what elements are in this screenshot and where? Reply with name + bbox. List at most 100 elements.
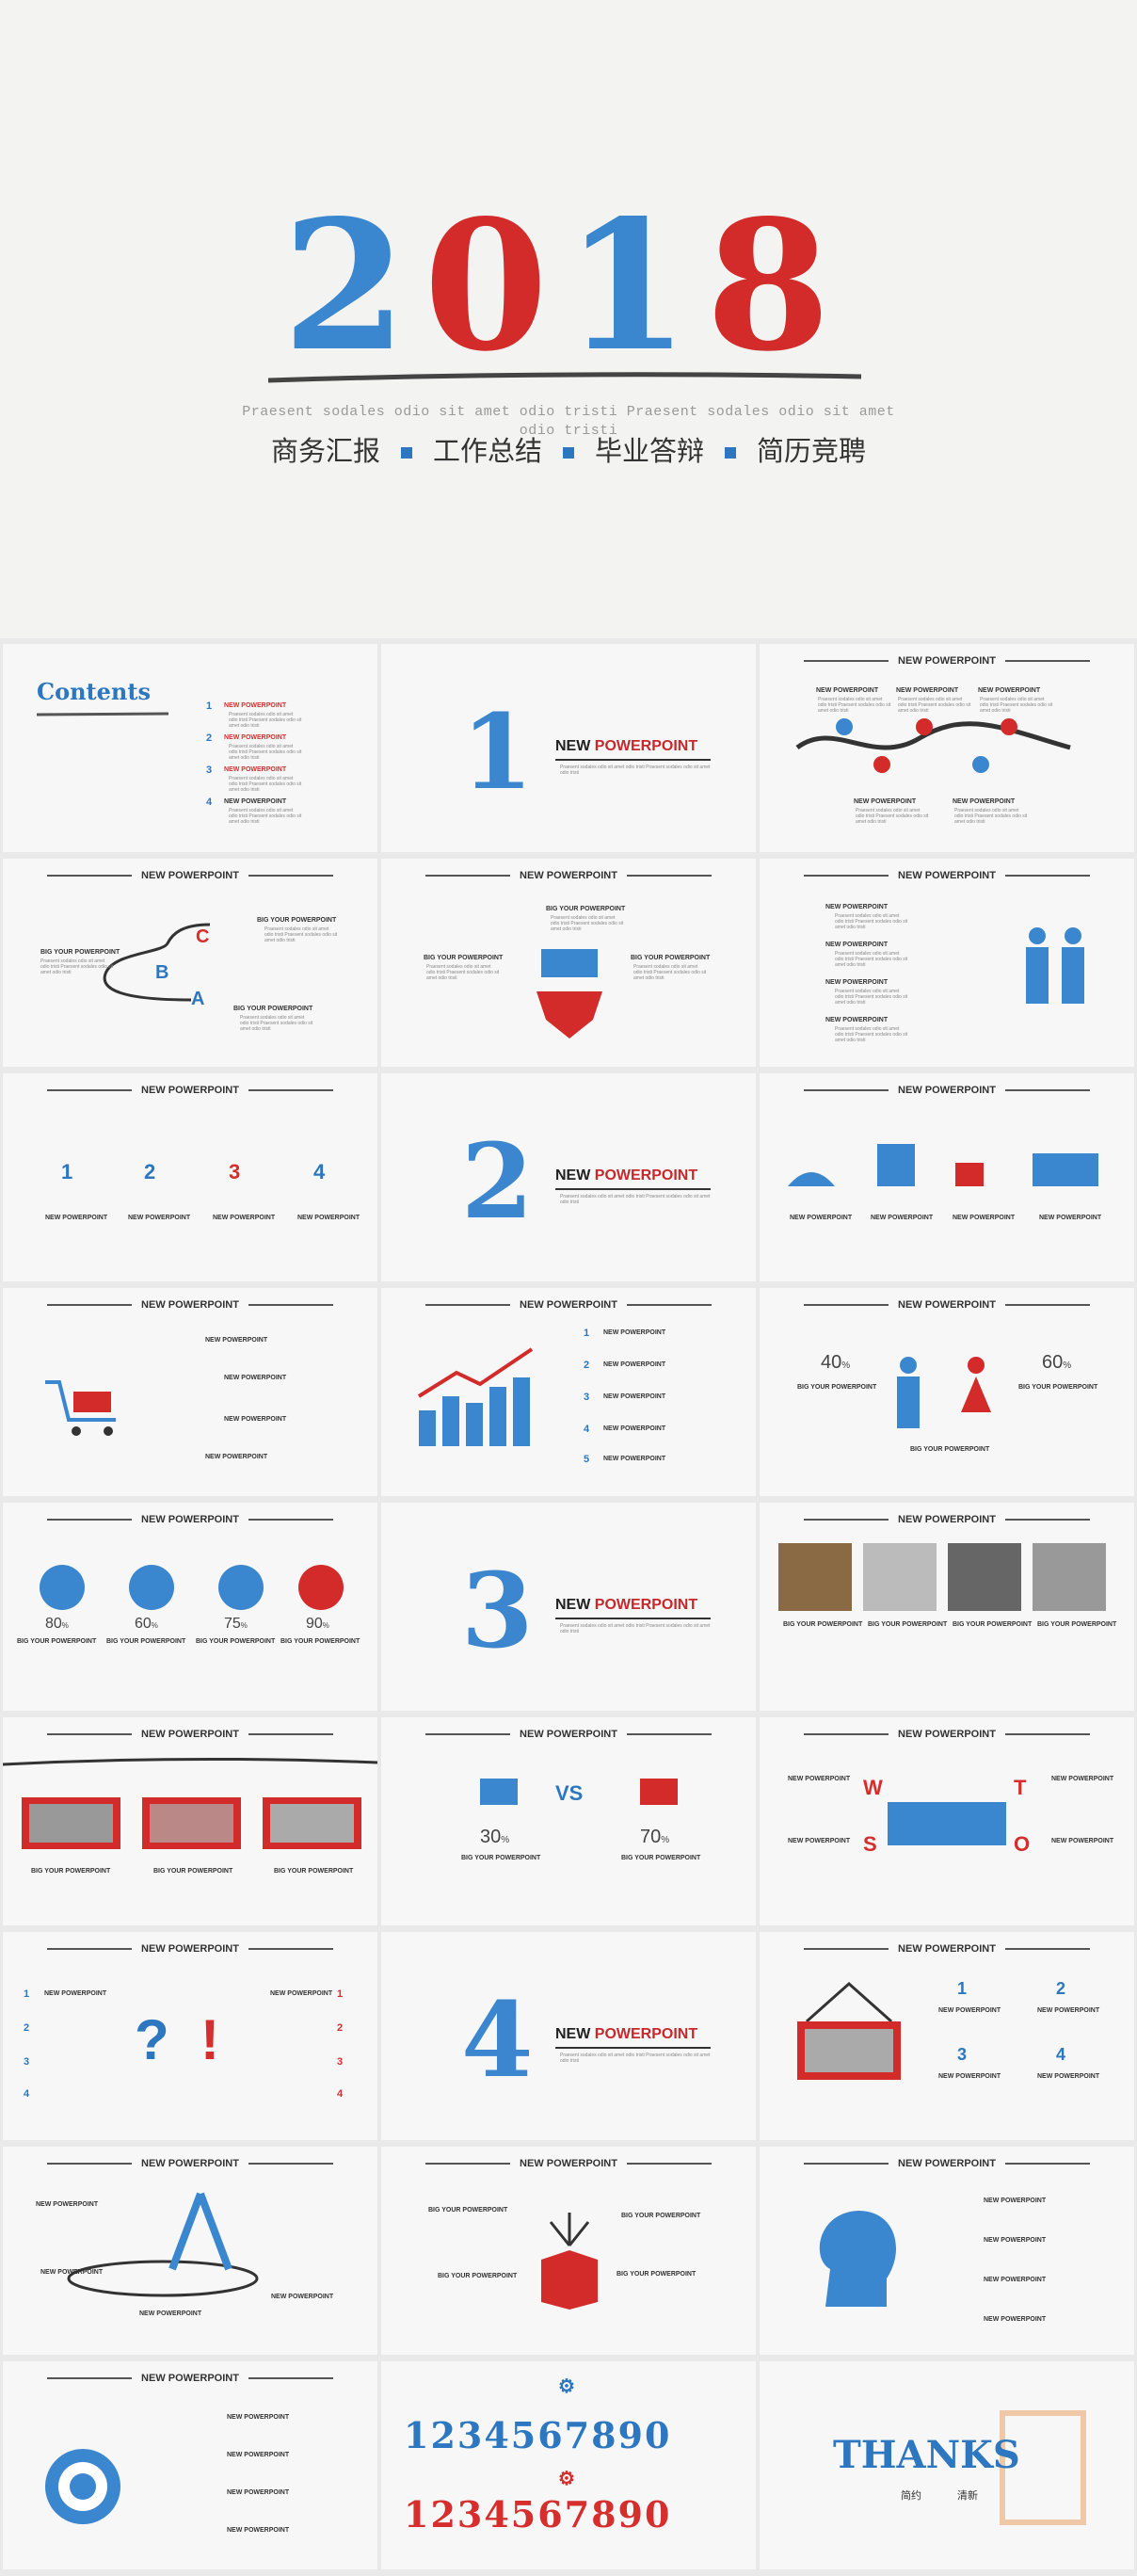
swot-letter: W <box>863 1776 883 1799</box>
cover-slide: 2 0 1 8 Praesent sodales odio sit amet o… <box>0 0 1137 638</box>
contents-num: 3 <box>206 765 213 776</box>
slide-section-3[interactable]: 3 NEW POWERPOINT Praesent sodales odio s… <box>381 1503 756 1711</box>
photo-label: BIG YOUR POWERPOINT <box>953 1621 1033 1628</box>
slide-header: NEW POWERPOINT <box>760 1085 1134 1096</box>
team-text: Praesent sodales odio sit amet odio tris… <box>551 915 624 932</box>
timeline-label: NEW POWERPOINT <box>978 687 1041 694</box>
growth-bars-icon <box>417 1347 534 1446</box>
pair-label: NEW POWERPOINT <box>938 2007 1001 2014</box>
compass-label: NEW POWERPOINT <box>40 2269 104 2276</box>
digits-red: 1234567890 <box>404 2493 672 2536</box>
list-num: 4 <box>584 1424 590 1435</box>
target-label: NEW POWERPOINT <box>227 2527 290 2534</box>
year-digit: 1 <box>565 198 689 367</box>
handshake-label: NEW POWERPOINT <box>825 904 889 910</box>
pct-unit: % <box>661 1835 670 1845</box>
abc-text: Praesent sodales odio sit amet odio tris… <box>240 1015 313 1032</box>
slide-header: NEW POWERPOINT <box>3 1085 377 1096</box>
section-title-a: NEW <box>555 1597 595 1613</box>
year-digit: 2 <box>282 198 407 367</box>
ball-unit: % <box>151 1621 158 1630</box>
slide-team[interactable]: NEW POWERPOINT BIG YOUR POWERPOINT Praes… <box>381 859 756 1067</box>
contents-num: 4 <box>206 797 213 808</box>
slide-gender[interactable]: NEW POWERPOINT 40% 60% BIG YOUR POWERPOI… <box>760 1288 1134 1496</box>
slide-handshake[interactable]: NEW POWERPOINT NEW POWERPOINT Praesent s… <box>760 859 1134 1067</box>
section-number: 1 <box>461 691 534 813</box>
list-label: NEW POWERPOINT <box>603 1361 666 1368</box>
section-rule <box>555 2047 711 2049</box>
slide-header: NEW POWERPOINT <box>381 1299 756 1311</box>
pct-value: 60 <box>1042 1352 1064 1373</box>
ball-num: 90 <box>306 1616 323 1632</box>
hanging-frames <box>3 1757 377 1849</box>
slide-cart[interactable]: NEW POWERPOINT NEW POWERPOINT NEW POWERP… <box>3 1288 377 1496</box>
swot-label: NEW POWERPOINT <box>788 1838 851 1844</box>
swot-label: NEW POWERPOINT <box>788 1776 851 1782</box>
buildings-label: NEW POWERPOINT <box>953 1215 1016 1221</box>
section-text: Praesent sodales odio sit amet odio tris… <box>560 1194 711 1205</box>
slide-section-1[interactable]: 1 NEW POWERPOINT Praesent sodales odio s… <box>381 644 756 852</box>
team-label: BIG YOUR POWERPOINT <box>424 955 504 961</box>
handshake-text: Praesent sodales odio sit amet odio tris… <box>835 989 908 1006</box>
slide-qa[interactable]: NEW POWERPOINT ? ! 1 2 3 4 1 2 3 4 NEW P… <box>3 1932 377 2140</box>
slide-digits[interactable]: ⚙ 1234567890 ⚙ 1234567890 <box>381 2361 756 2569</box>
cover-tags: 商务汇报 工作总结 毕业答辩 简历竞聘 <box>0 429 1137 469</box>
gender-left-value: 40% <box>821 1352 850 1374</box>
abc-letter: A <box>191 989 205 1009</box>
gender-label: BIG YOUR POWERPOINT <box>1018 1384 1098 1391</box>
abc-label: BIG YOUR POWERPOINT <box>257 917 337 924</box>
gift-box-icon <box>541 2213 598 2310</box>
ball-num: 75 <box>224 1616 241 1632</box>
slide-growth[interactable]: NEW POWERPOINT 1 NEW POWERPOINT 2 NEW PO… <box>381 1288 756 1496</box>
ball-num: 60 <box>135 1616 152 1632</box>
contents-title: Contents <box>37 678 151 705</box>
slide-photos[interactable]: NEW POWERPOINT BIG YOUR POWERPOINT BIG Y… <box>760 1503 1134 1711</box>
ball-label: BIG YOUR POWERPOINT <box>280 1638 360 1645</box>
swot-label: NEW POWERPOINT <box>1051 1838 1114 1844</box>
subtitle-line: Praesent sodales odio sit amet odio tris… <box>242 404 895 420</box>
section-number: 4 <box>461 1979 534 2101</box>
year-digit: 0 <box>424 198 548 367</box>
abc-letter: B <box>155 962 169 983</box>
tag-label: 简历竞聘 <box>757 435 867 467</box>
slide-target[interactable]: NEW POWERPOINT NEW POWERPOINT NEW POWERP… <box>3 2361 377 2569</box>
slide-swot[interactable]: NEW POWERPOINT W T S O NEW POWERPOINT NE… <box>760 1717 1134 1925</box>
slide-contents[interactable]: Contents 1 NEW POWERPOINT Praesent sodal… <box>3 644 377 852</box>
box-label: BIG YOUR POWERPOINT <box>617 2271 697 2278</box>
section-rule <box>555 759 711 761</box>
slide-section-4[interactable]: 4 NEW POWERPOINT Praesent sodales odio s… <box>381 1932 756 2140</box>
slide-frames[interactable]: NEW POWERPOINT BIG YOUR POWERPOINT BIG Y… <box>3 1717 377 1925</box>
handshake-text: Praesent sodales odio sit amet odio tris… <box>835 951 908 968</box>
slide-box[interactable]: NEW POWERPOINT BIG YOUR POWERPOINT BIG Y… <box>381 2147 756 2355</box>
slide-compass[interactable]: NEW POWERPOINT NEW POWERPOINT NEW POWERP… <box>3 2147 377 2355</box>
trophy-label: NEW POWERPOINT <box>213 1215 276 1221</box>
slide-timeline[interactable]: NEW POWERPOINT NEW POWERPOINT Praesent s… <box>760 644 1134 852</box>
slide-header: NEW POWERPOINT <box>3 1299 377 1311</box>
section-title: NEW POWERPOINT <box>555 2026 697 2043</box>
qa-num-left: 4 <box>24 2088 30 2100</box>
slide-versus[interactable]: NEW POWERPOINT VS 30% 70% BIG YOUR POWER… <box>381 1717 756 1925</box>
box-label: BIG YOUR POWERPOINT <box>428 2207 508 2214</box>
slide-mind[interactable]: NEW POWERPOINT NEW POWERPOINT NEW POWERP… <box>760 2147 1134 2355</box>
contents-item-label: NEW POWERPOINT <box>224 734 287 741</box>
digits-blue: 1234567890 <box>404 2414 672 2456</box>
slide-header: NEW POWERPOINT <box>760 1943 1134 1955</box>
thumbs-down-icon <box>480 1779 518 1805</box>
slide-header: NEW POWERPOINT <box>3 870 377 881</box>
frame-label: BIG YOUR POWERPOINT <box>274 1868 354 1875</box>
mind-label: NEW POWERPOINT <box>984 2316 1047 2323</box>
slide-section-2[interactable]: 2 NEW POWERPOINT Praesent sodales odio s… <box>381 1073 756 1281</box>
thanks-left: 简约 <box>901 2490 921 2502</box>
list-num: 2 <box>584 1360 590 1371</box>
pair-num: 3 <box>957 2045 968 2064</box>
slide-thanks[interactable]: THANKS 简约 清新 <box>760 2361 1134 2569</box>
slide-sign[interactable]: NEW POWERPOINT 1 2 3 4 NEW POWERPOINT NE… <box>760 1932 1134 2140</box>
slide-abc[interactable]: NEW POWERPOINT A B C BIG YOUR POWERPOINT… <box>3 859 377 1067</box>
slide-buildings[interactable]: NEW POWERPOINT NEW POWERPOINT NEW POWERP… <box>760 1073 1134 1281</box>
ball-unit: % <box>322 1621 329 1630</box>
slide-balls[interactable]: NEW POWERPOINT 80% 60% 75% 90% BIG YOUR … <box>3 1503 377 1711</box>
handshake-label: NEW POWERPOINT <box>825 942 889 948</box>
slide-trophies[interactable]: NEW POWERPOINT 1 2 3 4 NEW POWERPOINT NE… <box>3 1073 377 1281</box>
contents-num: 2 <box>206 733 213 744</box>
timeline-label: NEW POWERPOINT <box>854 798 917 805</box>
